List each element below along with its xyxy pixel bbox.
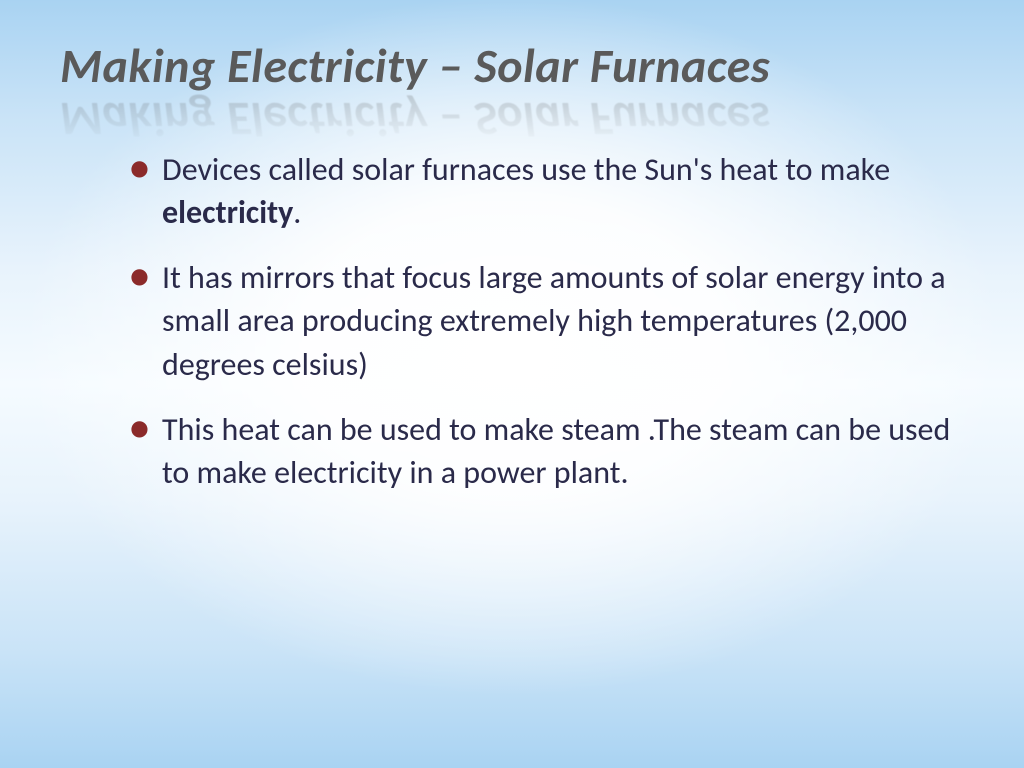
bullet-item: Devices called solar furnaces use the Su…: [120, 148, 954, 234]
bullet-list: Devices called solar furnaces use the Su…: [120, 148, 954, 494]
title-wrap: Making Electricity – Solar Furnaces Maki…: [60, 40, 964, 93]
slide-body: Devices called solar furnaces use the Su…: [60, 148, 964, 494]
bullet-item: It has mirrors that focus large amounts …: [120, 256, 954, 386]
text-run: Devices called solar furnaces use the Su…: [162, 150, 890, 189]
text-run: It has mirrors that focus large amounts …: [162, 258, 946, 383]
bullet-item: This heat can be used to make steam .The…: [120, 408, 954, 494]
slide-title: Making Electricity – Solar Furnaces: [60, 40, 964, 93]
text-run: .: [293, 193, 301, 232]
slide: Making Electricity – Solar Furnaces Maki…: [0, 0, 1024, 768]
slide-title-reflection: Making Electricity – Solar Furnaces: [60, 92, 770, 145]
text-run: electricity: [162, 193, 293, 232]
text-run: This heat can be used to make steam .The…: [162, 410, 950, 492]
